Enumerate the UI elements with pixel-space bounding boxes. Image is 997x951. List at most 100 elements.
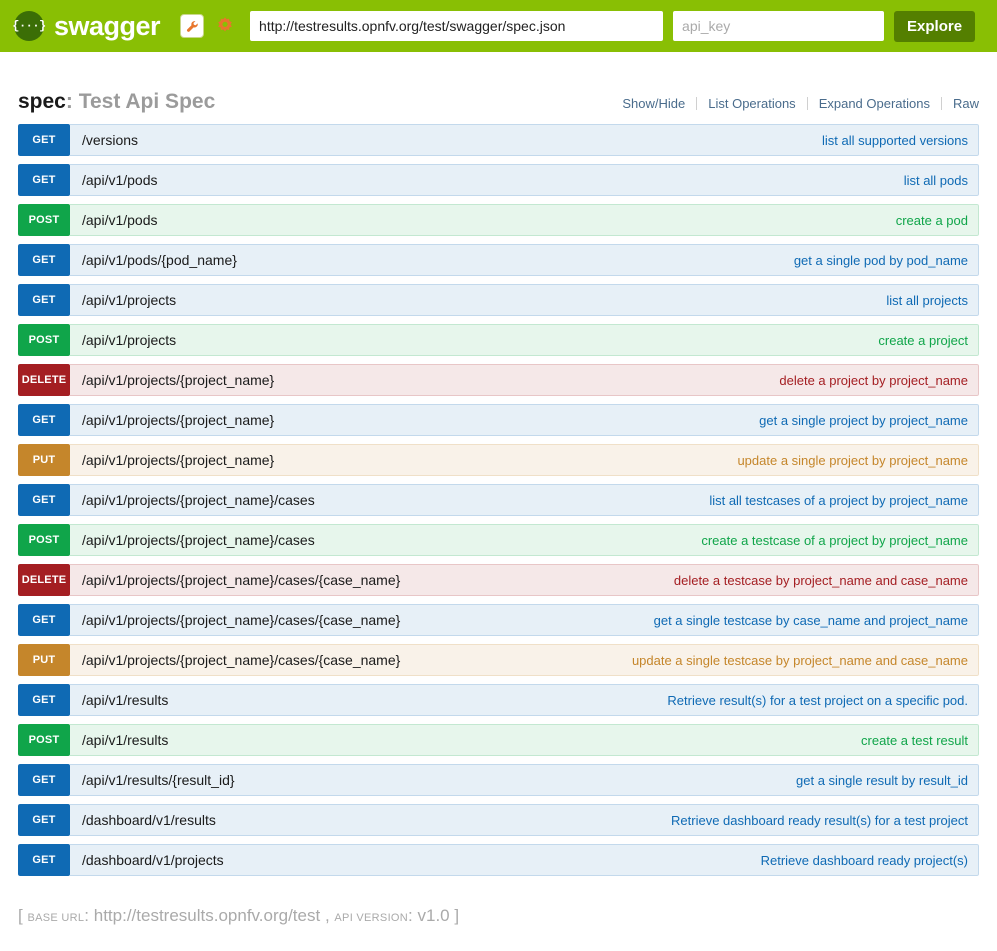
option-divider bbox=[806, 97, 808, 110]
operation-path: /api/v1/projects/{project_name} bbox=[82, 452, 275, 468]
operation-method-badge: DELETE bbox=[18, 364, 70, 396]
operation-body[interactable]: /api/v1/projects/{project_name}/cases cre… bbox=[70, 524, 979, 556]
operation-method-badge: PUT bbox=[18, 444, 70, 476]
operation-row[interactable]: POST/api/v1/projects/{project_name}/case… bbox=[18, 524, 979, 556]
base-url-label: BASE URL bbox=[27, 912, 85, 924]
operation-method-badge: GET bbox=[18, 164, 70, 196]
spec-url-input[interactable] bbox=[250, 11, 664, 41]
operation-row[interactable]: GET/api/v1/projects/{project_name}/cases… bbox=[18, 484, 979, 516]
operation-row[interactable]: DELETE/api/v1/projects/{project_name}/ca… bbox=[18, 564, 979, 596]
option-divider bbox=[940, 97, 942, 110]
operation-description: update a single testcase by project_name… bbox=[631, 652, 968, 668]
operation-body[interactable]: /api/v1/projects/{project_name} update a … bbox=[70, 444, 979, 476]
api-version-value: v1.0 bbox=[417, 906, 450, 925]
operation-body[interactable]: /api/v1/results create a test result bbox=[70, 724, 979, 756]
operation-body[interactable]: /api/v1/pods list all pods bbox=[70, 164, 979, 196]
operation-description: delete a project by project_name bbox=[779, 372, 968, 388]
operation-path: /versions bbox=[82, 132, 139, 148]
operation-description: get a single pod by pod_name bbox=[793, 252, 968, 268]
operation-description: create a testcase of a project by projec… bbox=[701, 532, 968, 548]
operation-row[interactable]: GET/api/v1/projects/{project_name} get a … bbox=[18, 404, 979, 436]
operation-row[interactable]: GET/api/v1/projects list all projects bbox=[18, 284, 979, 316]
operation-description: Retrieve dashboard ready project(s) bbox=[760, 852, 968, 868]
operation-description: delete a testcase by project_name and ca… bbox=[673, 572, 968, 588]
base-url-colon: : bbox=[84, 906, 90, 925]
operation-body[interactable]: /api/v1/projects/{project_name}/cases/{c… bbox=[70, 564, 979, 596]
wrench-icon[interactable] bbox=[180, 14, 205, 38]
operation-method-badge: POST bbox=[18, 204, 70, 236]
resource-options: Show/Hide List Operations Expand Operati… bbox=[622, 96, 979, 111]
expand-operations-link[interactable]: Expand Operations bbox=[818, 96, 930, 111]
operation-body[interactable]: /api/v1/pods create a pod bbox=[70, 204, 979, 236]
operation-method-badge: GET bbox=[18, 604, 70, 636]
operation-description: create a test result bbox=[861, 732, 968, 748]
operation-path: /api/v1/results/{result_id} bbox=[82, 772, 235, 788]
main-content: spec: Test Api Spec Show/Hide List Opera… bbox=[0, 52, 997, 876]
operation-row[interactable]: GET/versions list all supported versions bbox=[18, 124, 979, 156]
operation-body[interactable]: /api/v1/projects/{project_name} get a sin… bbox=[70, 404, 979, 436]
operation-row[interactable]: GET/api/v1/projects/{project_name}/cases… bbox=[18, 604, 979, 636]
operation-path: /api/v1/projects/{project_name}/cases bbox=[82, 532, 315, 548]
operation-body[interactable]: /api/v1/results Retrieve result(s) for a … bbox=[70, 684, 979, 716]
operation-method-badge: GET bbox=[18, 684, 70, 716]
operation-description: get a single result by result_id bbox=[796, 772, 968, 788]
operation-path: /api/v1/projects/{project_name}/cases/{c… bbox=[82, 612, 401, 628]
operation-path: /api/v1/projects/{project_name} bbox=[82, 372, 275, 388]
operation-row[interactable]: GET/api/v1/results/{result_id} get a sing… bbox=[18, 764, 979, 796]
operation-row[interactable]: POST/api/v1/pods create a pod bbox=[18, 204, 979, 236]
operation-body[interactable]: /dashboard/v1/projects Retrieve dashboard… bbox=[70, 844, 979, 876]
operation-row[interactable]: GET/api/v1/pods list all pods bbox=[18, 164, 979, 196]
operation-row[interactable]: DELETE/api/v1/projects/{project_name} del… bbox=[18, 364, 979, 396]
show-hide-link[interactable]: Show/Hide bbox=[622, 96, 686, 111]
operation-description: get a single project by project_name bbox=[759, 412, 968, 428]
resource-name: spec bbox=[18, 90, 66, 113]
operation-path: /api/v1/pods/{pod_name} bbox=[82, 252, 237, 268]
page-title: spec: Test Api Spec bbox=[18, 90, 215, 114]
api-key-input[interactable] bbox=[673, 11, 885, 41]
operation-method-badge: GET bbox=[18, 764, 70, 796]
operation-row[interactable]: GET/api/v1/results Retrieve result(s) for… bbox=[18, 684, 979, 716]
footer-close-bracket: ] bbox=[454, 906, 460, 925]
swagger-logo[interactable]: {···} swagger bbox=[12, 11, 161, 42]
operation-row[interactable]: GET/dashboard/v1/projects Retrieve dashbo… bbox=[18, 844, 979, 876]
footer-open-bracket: [ bbox=[18, 906, 23, 925]
operation-description: Retrieve dashboard ready result(s) for a… bbox=[671, 812, 968, 828]
operation-row[interactable]: GET/dashboard/v1/results Retrieve dashboa… bbox=[18, 804, 979, 836]
operation-body[interactable]: /api/v1/pods/{pod_name} get a single pod … bbox=[70, 244, 979, 276]
operation-description: list all pods bbox=[903, 172, 968, 188]
operation-body[interactable]: /api/v1/projects/{project_name} delete a … bbox=[70, 364, 979, 396]
operation-row[interactable]: POST/api/v1/projects create a project bbox=[18, 324, 979, 356]
api-footer: [ BASE URL: http://testresults.opnfv.org… bbox=[0, 884, 997, 946]
operation-path: /api/v1/projects bbox=[82, 292, 177, 308]
operation-row[interactable]: GET/api/v1/pods/{pod_name} get a single p… bbox=[18, 244, 979, 276]
operation-path: /api/v1/pods bbox=[82, 212, 158, 228]
operation-row[interactable]: POST/api/v1/results create a test result bbox=[18, 724, 979, 756]
operation-body[interactable]: /api/v1/projects list all projects bbox=[70, 284, 979, 316]
operation-method-badge: POST bbox=[18, 324, 70, 356]
operations-list: GET/versions list all supported versions G… bbox=[18, 124, 979, 876]
operation-body[interactable]: /api/v1/results/{result_id} get a single … bbox=[70, 764, 979, 796]
operation-path: /api/v1/projects/{project_name}/cases/{c… bbox=[82, 652, 401, 668]
operation-body[interactable]: /dashboard/v1/results Retrieve dashboard … bbox=[70, 804, 979, 836]
operation-description: list all projects bbox=[886, 292, 968, 308]
operation-row[interactable]: PUT/api/v1/projects/{project_name} update… bbox=[18, 444, 979, 476]
operation-path: /api/v1/projects/{project_name}/cases bbox=[82, 492, 315, 508]
operation-path: /api/v1/results bbox=[82, 732, 169, 748]
explore-button[interactable]: Explore bbox=[894, 10, 976, 42]
operation-body[interactable]: /api/v1/projects create a project bbox=[70, 324, 979, 356]
operation-body[interactable]: /versions list all supported versions bbox=[70, 124, 979, 156]
operation-description: create a pod bbox=[895, 212, 968, 228]
base-url-value: http://testresults.opnfv.org/test bbox=[93, 906, 321, 925]
resource-header: spec: Test Api Spec Show/Hide List Opera… bbox=[18, 52, 979, 124]
operation-path: /api/v1/projects bbox=[82, 332, 177, 348]
gear-icon[interactable] bbox=[212, 13, 238, 39]
operation-body[interactable]: /api/v1/projects/{project_name}/cases/{c… bbox=[70, 604, 979, 636]
operation-row[interactable]: PUT/api/v1/projects/{project_name}/cases… bbox=[18, 644, 979, 676]
list-operations-link[interactable]: List Operations bbox=[708, 96, 796, 111]
operation-method-badge: DELETE bbox=[18, 564, 70, 596]
operation-method-badge: POST bbox=[18, 724, 70, 756]
raw-link[interactable]: Raw bbox=[952, 96, 979, 111]
operation-body[interactable]: /api/v1/projects/{project_name}/cases/{c… bbox=[70, 644, 979, 676]
operation-body[interactable]: /api/v1/projects/{project_name}/cases lis… bbox=[70, 484, 979, 516]
operation-method-badge: GET bbox=[18, 404, 70, 436]
